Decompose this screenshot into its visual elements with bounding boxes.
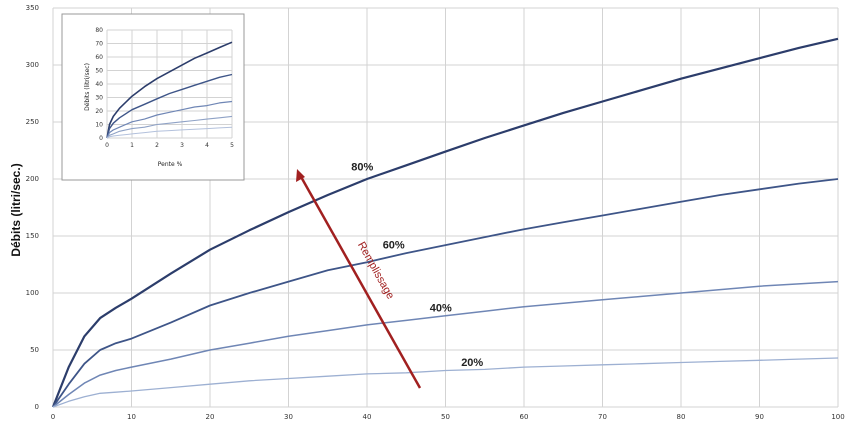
x-tick-label: 20 [206, 413, 215, 421]
x-tick-label: 4 [205, 142, 209, 149]
y-tick-label: 30 [95, 95, 103, 102]
x-tick-label: 50 [441, 413, 450, 421]
inset-grid [106, 29, 233, 139]
y-tick-label: 50 [95, 68, 103, 75]
main-series-labels: 80% 60% 40% 20% [351, 161, 483, 369]
series-line-2 [106, 73, 233, 139]
y-tick-label: 40 [95, 81, 103, 88]
x-tick-label: 100 [831, 413, 844, 421]
series-line-1 [106, 41, 233, 139]
series-label-20pct: 20% [461, 357, 483, 369]
y-tick-label: 10 [95, 122, 103, 129]
series-label-80pct: 80% [351, 161, 373, 173]
x-tick-label: 1 [130, 142, 134, 149]
x-tick-label: 10 [127, 413, 136, 421]
series-line-4 [106, 115, 233, 139]
series-line-3 [106, 100, 233, 139]
y-tick-label: 20 [95, 108, 103, 115]
series-line-20pct [52, 357, 839, 408]
y-tick-label: 80 [95, 27, 103, 34]
x-tick-label: 40 [363, 413, 372, 421]
x-tick-label: 0 [105, 142, 109, 149]
series-line-40pct [52, 280, 839, 408]
fill-arrow [296, 169, 422, 389]
series-label-60pct: 60% [383, 240, 405, 252]
x-tick-label: 0 [51, 413, 55, 421]
y-tick-label: 100 [26, 289, 39, 297]
series-line-5 [106, 126, 233, 139]
inset-x-axis-label: Pente % [158, 161, 183, 168]
y-tick-label: 0 [35, 403, 39, 411]
x-tick-label: 70 [598, 413, 607, 421]
x-tick-label: 60 [520, 413, 529, 421]
y-tick-label: 50 [30, 346, 39, 354]
y-tick-label: 250 [26, 118, 39, 126]
main-series [51, 37, 839, 408]
y-tick-label: 60 [95, 54, 103, 61]
main-tick-labels: 0 10 20 30 40 50 60 70 80 90 100050100150200250300… [26, 4, 845, 421]
inset-series [106, 41, 233, 139]
y-tick-label: 350 [26, 4, 39, 12]
x-tick-label: 5 [230, 142, 234, 149]
y-tick-label: 300 [26, 61, 39, 69]
series-line-60pct [52, 178, 839, 408]
series-line-80pct [51, 37, 839, 408]
x-tick-label: 3 [180, 142, 184, 149]
x-tick-label: 90 [755, 413, 764, 421]
inset-y-axis-label: Débits (litri/sec) [84, 63, 91, 111]
x-tick-label: 30 [284, 413, 293, 421]
y-tick-label: 0 [99, 135, 103, 142]
y-tick-label: 200 [26, 175, 39, 183]
x-tick-label: 80 [677, 413, 686, 421]
x-tick-label: 2 [155, 142, 159, 149]
y-axis-label: Débits (litri/sec.) [9, 163, 23, 256]
y-tick-label: 150 [26, 232, 39, 240]
y-tick-label: 70 [95, 41, 103, 48]
series-label-40pct: 40% [430, 303, 452, 315]
main-grid [52, 7, 839, 408]
